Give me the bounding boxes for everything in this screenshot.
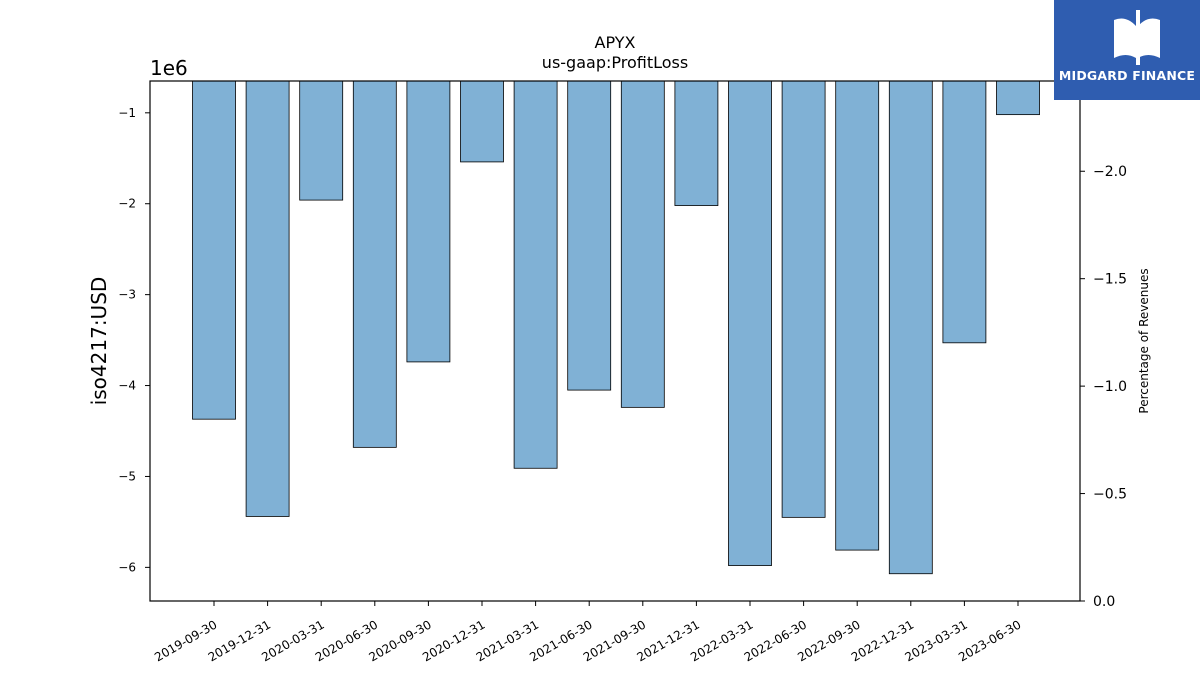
chart-title: APYX — [595, 33, 636, 52]
y-axis-label: iso4217:USD — [87, 277, 111, 406]
y2-tick-label: −0.5 — [1093, 487, 1127, 503]
bar-series — [192, 80, 1040, 575]
y-tick-label: −1 — [118, 106, 136, 120]
y2-tick-label: −2.0 — [1093, 164, 1127, 180]
y-tick-label: −2 — [118, 197, 136, 211]
y-offset-label: 1e6 — [150, 56, 188, 80]
bar — [406, 80, 451, 363]
y-tick-label: −3 — [118, 288, 136, 302]
y2-axis-label: Percentage of Revenues — [1137, 268, 1151, 413]
y2-tick-label: −1.5 — [1093, 272, 1127, 288]
bar — [567, 80, 612, 391]
logo-text: MIDGARD FINANCE — [1058, 68, 1196, 83]
bar — [299, 80, 344, 201]
bar — [513, 80, 558, 469]
bar — [620, 80, 665, 408]
bar — [674, 80, 719, 206]
y2-tick-label: −1.0 — [1093, 379, 1127, 395]
bar — [835, 80, 880, 551]
plot-frame — [149, 80, 1081, 602]
bar — [352, 80, 397, 448]
y2-axis-ticks: 0.0 −0.5 −1.0 −1.5 −2.0 — [1080, 164, 1127, 610]
bar — [192, 80, 236, 420]
y-tick-label: −6 — [118, 560, 136, 574]
bar — [460, 80, 504, 163]
bar — [245, 80, 290, 517]
bar — [781, 80, 826, 518]
y-tick-label: −5 — [118, 469, 136, 483]
bar — [728, 80, 772, 566]
midgard-logo-icon — [1114, 10, 1160, 65]
bar — [942, 80, 987, 344]
brand-logo: MIDGARD FINANCE — [1054, 0, 1200, 100]
chart-subtitle: us-gaap:ProfitLoss — [542, 53, 688, 72]
y-axis-ticks: −1 −2 −3 −4 −5 −6 — [118, 106, 150, 574]
y2-tick-label: 0.0 — [1093, 594, 1115, 610]
bar — [888, 80, 933, 575]
x-axis-ticks: 2019-09-302019-12-312020-03-312020-06-30… — [152, 601, 1024, 664]
bar — [996, 80, 1040, 116]
y-tick-label: −4 — [118, 379, 136, 393]
